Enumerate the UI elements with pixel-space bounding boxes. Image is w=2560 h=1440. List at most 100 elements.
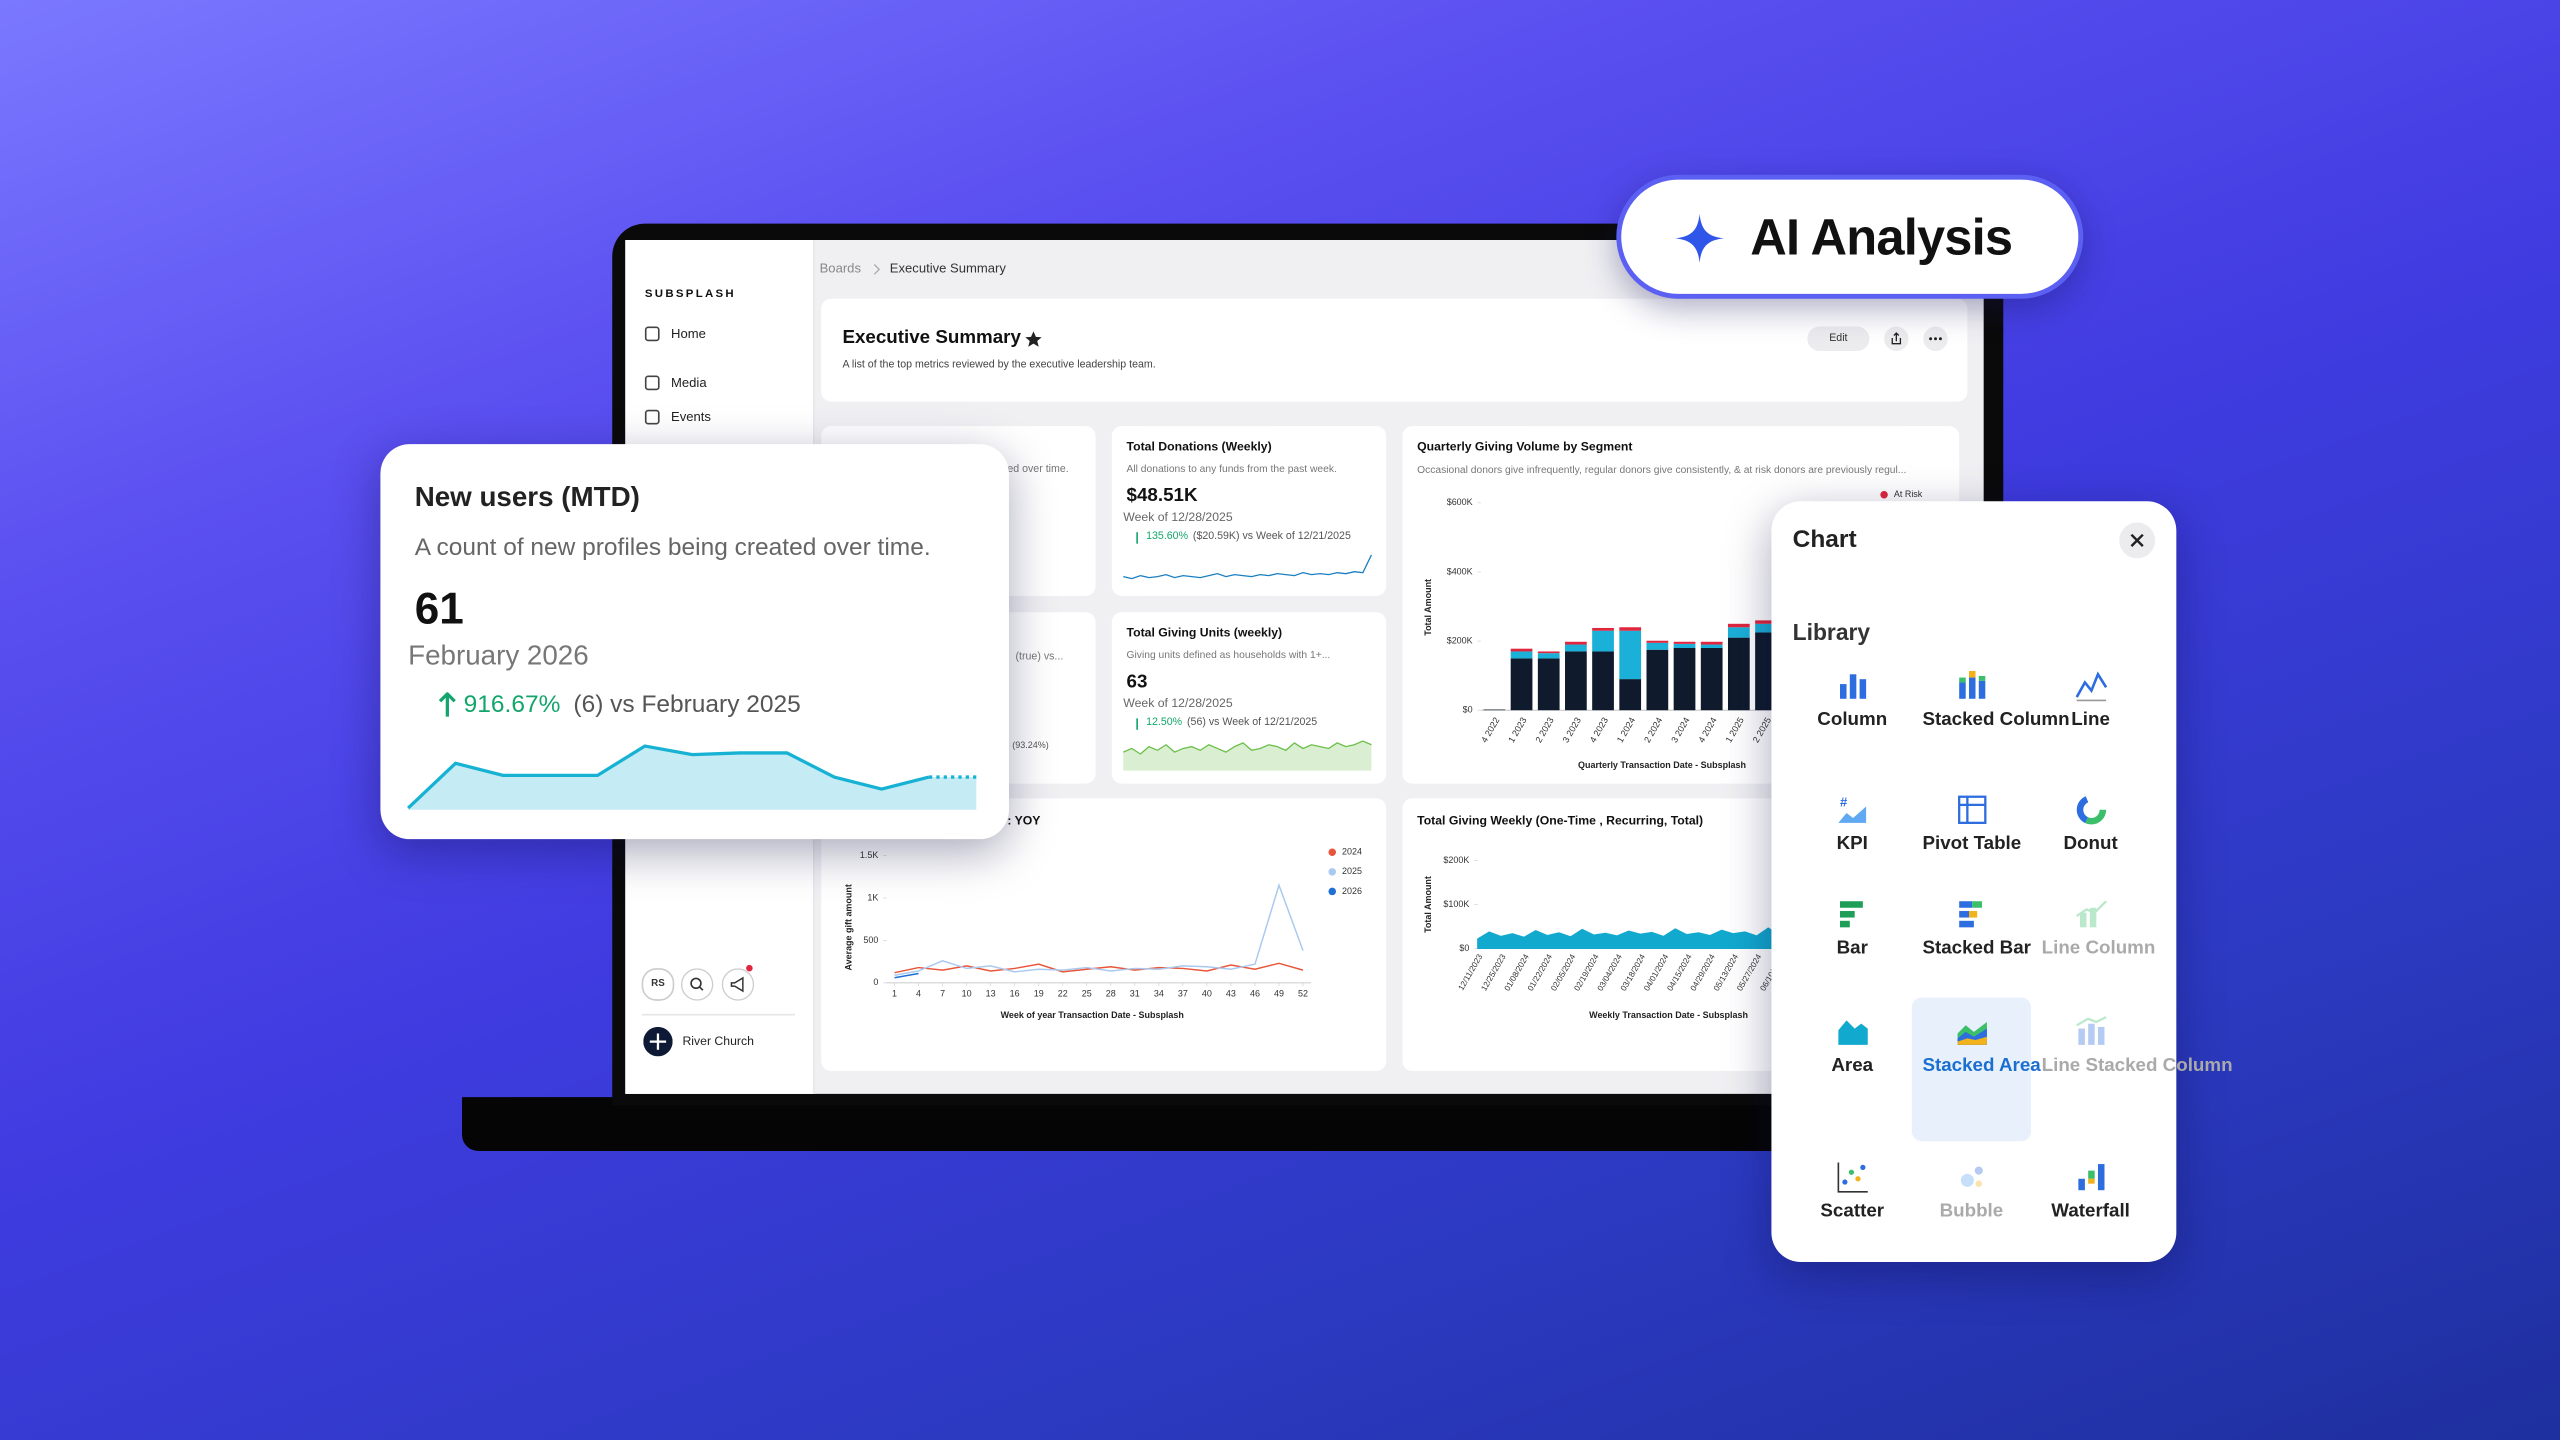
chart-type-option: Line Column [2031,880,2156,988]
up-arrow [438,692,456,717]
chart-type-option: Bubble [1912,1143,2031,1244]
chart-type-option[interactable]: Line [2031,651,2150,765]
kpi-period: Week of 12/28/2025 [1123,695,1233,711]
y-tick-label: 0 [873,977,878,987]
close-button[interactable] [2119,522,2156,559]
x-tick-label: 34 [1154,989,1164,999]
legend-label: 2026 [1342,886,1362,896]
bar-segment [1673,641,1696,644]
legend-swatch [1328,887,1336,896]
x-tick-label: 31 [1130,989,1140,999]
x-tick-label: 3 2023 [1561,716,1583,745]
chart-type-label: Stacked Area [1922,1056,2041,1076]
line-series [894,882,1304,976]
badge-label: AI Analysis [1750,208,2013,267]
x-tick-label: 3 2024 [1669,716,1691,745]
kpi-period: February 2026 [408,640,589,672]
bar-segment [1510,658,1533,711]
bar-segment [1483,709,1506,711]
legend-swatch [1328,848,1336,856]
card-description: A count of new profiles being created ov… [414,533,931,562]
search-button[interactable] [680,968,714,1001]
chart-type-label: Area [1831,1056,1874,1076]
chart-type-option[interactable]: Donut [2031,776,2150,871]
bar-segment [1537,653,1560,659]
ai-analysis-badge[interactable]: AI Analysis [1616,174,2084,299]
x-tick-label: 1 2024 [1615,716,1637,745]
chart-type-option[interactable]: # KPI [1793,776,1912,871]
nav-item[interactable]: Home [671,326,706,342]
edit-button[interactable]: Edit [1807,326,1870,352]
x-tick-label: 25 [1082,989,1092,999]
chart-type-icon [1958,671,1985,699]
new-users-card: New users (MTD) A count of new profiles … [380,444,1009,840]
board-title: Executive Summary [842,328,1021,348]
x-axis-label: Quarterly Transaction Date - Subsplash [1578,760,1746,770]
chart-type-option[interactable]: Column [1793,651,1912,765]
chart-type-icon [1839,674,1866,699]
chart-type-label: Column [1817,710,1888,730]
nav-item[interactable]: Events [671,409,711,425]
sparkle-icon [1675,213,1725,263]
nav-item[interactable]: Media [671,375,707,391]
chart-type-option[interactable]: Bar [1793,880,1912,988]
y-tick-label: 1K [867,892,878,902]
org-name[interactable]: River Church [682,1033,754,1049]
bar-segment [1592,651,1614,711]
x-tick-label: 22 [1058,989,1068,999]
bar-segment [1646,642,1669,650]
chart-title: : YOY [1007,813,1040,827]
chart-type-option[interactable]: Stacked Area [1911,997,2041,1142]
kpi-comparison: (56) vs Week of 12/21/2025 [1187,717,1318,729]
chart-type-option[interactable]: Scatter [1793,1143,1912,1244]
chart-type-option[interactable]: Stacked Bar [1912,880,2031,988]
kpi-change: 135.60% [1146,531,1189,543]
x-tick-label: 2 2023 [1533,716,1555,745]
chart-type-option[interactable]: Area [1793,998,1912,1142]
chart-type-label: Scatter [1820,1201,1885,1222]
y-tick-label: $600K [1447,497,1473,507]
text-fragment: (true) vs... [1015,651,1064,663]
avatar-initials[interactable]: RS [641,968,675,1001]
favorite-star[interactable] [1024,330,1044,350]
share-button[interactable] [1884,326,1909,352]
chart-type-icon [2075,900,2107,928]
announcements-button[interactable] [720,962,759,1001]
chart-type-icon [1836,1162,1867,1193]
x-tick-label: 4 2024 [1696,716,1718,745]
chart-type-label: Line Column [2041,938,2156,959]
chart-type-icon [2075,795,2106,825]
board-header: Executive Summary A list of the top metr… [821,298,1968,402]
x-tick-label: 52 [1298,989,1308,999]
chart-type-option[interactable]: Stacked Column [1912,651,2070,765]
x-tick-label: 2 2025 [1751,716,1773,745]
bar-segment [1727,637,1750,711]
more-button[interactable] [1923,326,1948,352]
chart-type-label: Line [2071,710,2110,730]
x-tick-label: 1 [892,989,897,999]
x-tick-label: 4 [916,989,921,999]
kpi-change-row: 135.60% ($20.59K) vs Week of 12/21/2025 [1136,531,1351,544]
x-tick-label: 4 2023 [1588,716,1610,745]
sparkline-chart [1123,740,1372,771]
x-tick-label: 46 [1250,989,1260,999]
y-tick-label: $400K [1447,566,1473,576]
chart-title: Quarterly Giving Volume by Segment [1417,440,1632,454]
chart-title: Total Giving Weekly (One-Time , Recurrin… [1417,813,1703,827]
bar-segment [1619,630,1642,680]
sparkline-area [408,746,977,810]
board-description: A list of the top metrics reviewed by th… [842,359,1156,371]
chart-type-option: Line Stacked Column [2031,998,2233,1142]
chart-type-option[interactable]: Pivot Table [1912,776,2031,871]
card-description: Giving units defined as households with … [1126,649,1331,662]
breadcrumb-root[interactable]: Boards [819,261,861,276]
sparkline-chart [1123,554,1373,580]
chart-type-option[interactable]: Waterfall [2031,1143,2150,1244]
card-title: New users (MTD) [414,481,640,513]
bar-segment [1619,679,1642,711]
x-axis-label: Week of year Transaction Date - Subsplas… [1001,1010,1184,1020]
chart-type-icon [1960,1166,1983,1187]
x-tick-label: 49 [1274,989,1284,999]
y-tick-label: 1.5K [860,850,878,860]
kpi-change: 916.67% [463,690,561,719]
